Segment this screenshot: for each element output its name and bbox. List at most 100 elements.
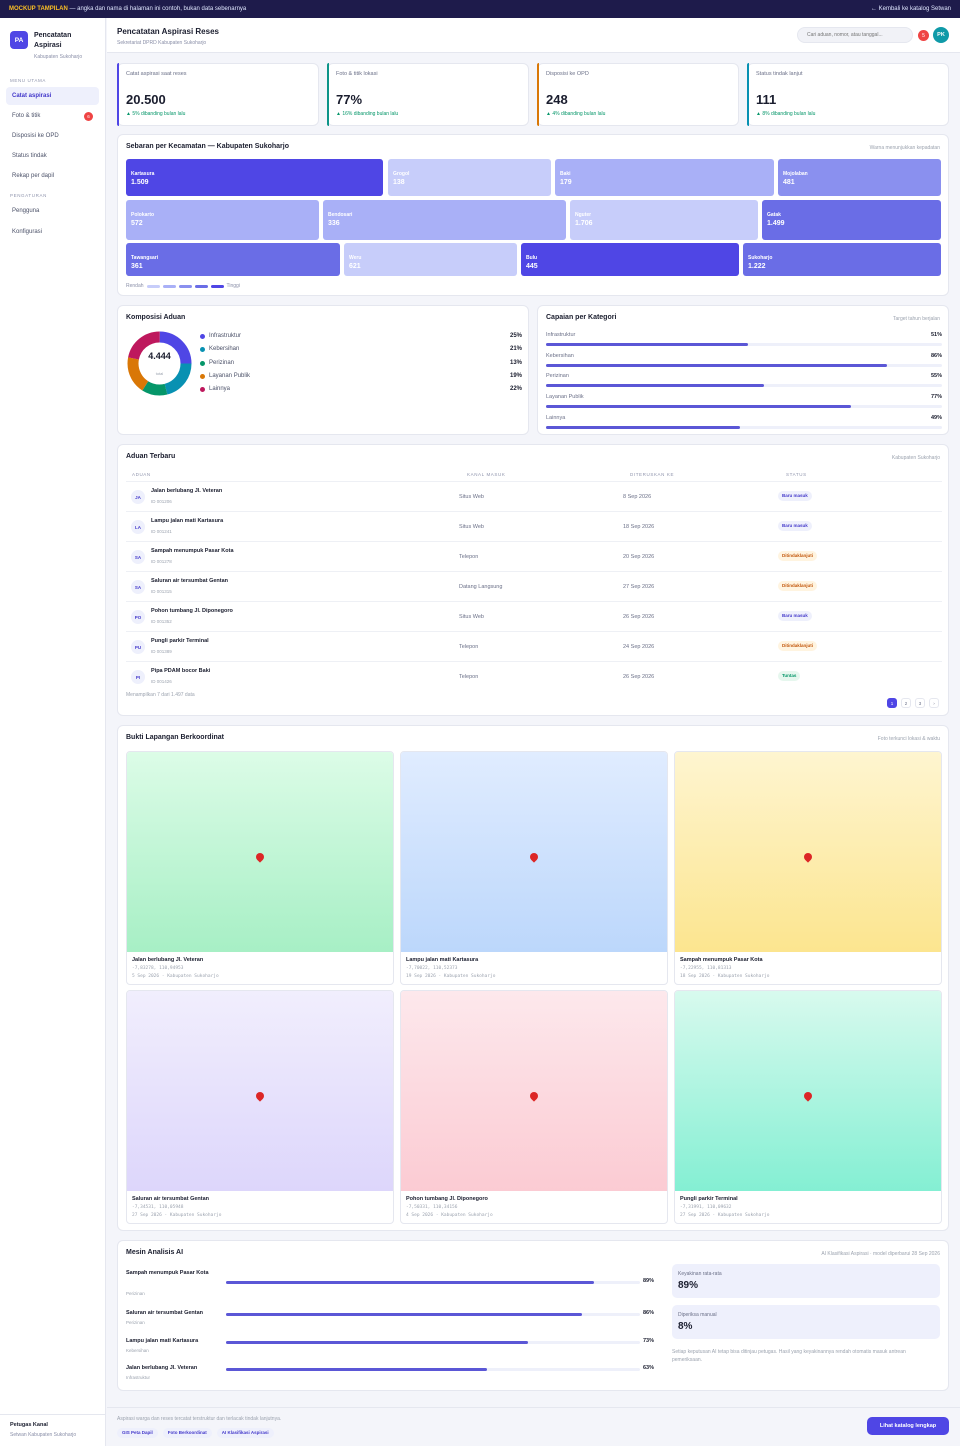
page-button[interactable]: 3: [915, 698, 925, 708]
tile-value: 621: [349, 263, 361, 270]
page-button[interactable]: 2: [901, 698, 911, 708]
tile-name: Nguter: [575, 212, 592, 218]
status-badge: Ditindaklanjuti: [778, 581, 818, 591]
avatar[interactable]: PK: [933, 27, 949, 43]
legend-label: Infrastruktur: [209, 333, 242, 339]
table-row[interactable]: PI Pipa PDAM bocor Baki ID 001426 Telepon 26…: [126, 661, 942, 691]
progress-pct: 55%: [930, 373, 942, 379]
table-row[interactable]: LA Lampu jalan mati Kartasura ID 001241 Sit…: [126, 511, 942, 541]
feature-chip[interactable]: AI Klasifikasi Aspirasi: [216, 1428, 274, 1438]
brand-subtitle: Kabupaten Sukoharjo: [34, 54, 83, 60]
notification-badge[interactable]: 5: [918, 30, 929, 41]
row-id: ID 001241: [151, 529, 172, 534]
ai-disclaimer: Setiap keputusan AI tetap bisa ditinjau …: [672, 1349, 906, 1363]
treemap-tile-nguter[interactable]: Nguter 1.706: [570, 200, 758, 240]
ai-item-title: Jalan berlubang Jl. Veteran: [126, 1365, 198, 1371]
donut-slice-lainnya: [127, 331, 192, 396]
ai-confidence-pct: 73%: [643, 1338, 655, 1344]
legend-label: Perizinan: [209, 360, 235, 366]
table-row[interactable]: PU Pungli parkir Terminal ID 001389 Telepon…: [126, 631, 942, 661]
stat-delta: ▲ 4% dibanding bulan lalu: [546, 111, 606, 117]
sidebar-item-disposisi[interactable]: Disposisi ke OPD: [6, 127, 99, 145]
row-channel: Telepon: [459, 644, 479, 650]
evidence-photo-card[interactable]: Sampah menumpuk Pasar Kota -7,22955, 110,…: [674, 751, 942, 985]
donut-total: 4.444: [148, 351, 171, 361]
row-title: Sampah menumpuk Pasar Kota: [151, 548, 234, 554]
evidence-photo-card[interactable]: Jalan berlubang Jl. Veteran -7,83278, 110…: [126, 751, 394, 985]
row-date: 26 Sep 2026: [623, 674, 655, 680]
evidence-photo-card[interactable]: Pungli parkir Terminal -7,31991, 110,0963…: [674, 990, 942, 1224]
row-title: Lampu jalan mati Kartasura: [151, 518, 224, 524]
feature-chip[interactable]: Foto Berkoordinat: [162, 1428, 212, 1438]
row-id: ID 001206: [151, 499, 172, 504]
progress-pct: 51%: [930, 332, 942, 338]
progress-item: Perizinan 55%: [546, 373, 942, 387]
treemap-tile-bendosari[interactable]: Bendosari 336: [323, 200, 566, 240]
treemap-tile-gatak[interactable]: Gatak 1.499: [762, 200, 941, 240]
row-channel: Situs Web: [459, 614, 484, 620]
stat-accent: [747, 63, 749, 126]
legend-pct: 13%: [509, 360, 522, 366]
table-row[interactable]: SA Sampah menumpuk Pasar Kota ID 001278 Tel…: [126, 541, 942, 571]
evidence-photo-card[interactable]: Saluran air tersumbat Gentan -7,34531, 11…: [126, 990, 394, 1224]
stat-accent: [537, 63, 539, 126]
photo-coordinates: -7,34531, 110,05948: [132, 1205, 184, 1210]
tile-name: Bendosari: [328, 212, 353, 218]
next-page-button[interactable]: ›: [929, 698, 939, 708]
tile-value: 138: [393, 179, 405, 186]
table-row[interactable]: JA Jalan berlubang Jl. Veteran ID 001206 Si…: [126, 481, 942, 511]
photo-caption: Pohon tumbang Jl. Diponegoro: [406, 1196, 488, 1202]
table-row[interactable]: PO Pohon tumbang Jl. Diponegoro ID 001352 S…: [126, 601, 942, 631]
treemap-tile-tawangsari[interactable]: Tawangsari 361: [126, 243, 340, 276]
status-badge: Ditindaklanjuti: [778, 551, 818, 561]
treemap-tile-bulu[interactable]: Bulu 445: [521, 243, 739, 276]
tile-value: 179: [560, 179, 572, 186]
evidence-photo-card[interactable]: Pohon tumbang Jl. Diponegoro -7,50331, 11…: [400, 990, 668, 1224]
legend-dot: [200, 360, 205, 366]
row-id: ID 001389: [151, 649, 172, 654]
treemap-tile-baki[interactable]: Baki 179: [555, 159, 774, 196]
treemap-tile-weru[interactable]: Weru 621: [344, 243, 517, 276]
treemap-tile-polokarto[interactable]: Polokarto 572: [126, 200, 319, 240]
feature-chips: GIS Peta Dapil Foto Berkoordinat AI Klas…: [117, 1428, 274, 1438]
treemap-tile-sukoharjo[interactable]: Sukoharjo 1.222: [743, 243, 941, 276]
sidebar-item-konfigurasi[interactable]: Konfigurasi: [6, 223, 99, 241]
donut-chart: 4.444 total: [126, 330, 193, 397]
tile-name: Weru: [349, 255, 362, 261]
row-channel: Telepon: [459, 554, 479, 560]
ai-confidence-track: [226, 1313, 640, 1316]
tile-value: 1.509: [131, 179, 149, 186]
donut-svg: [127, 331, 192, 396]
legend-dot: [200, 346, 205, 352]
sidebar-item-rekap-dapil[interactable]: Rekap per dapil: [6, 167, 99, 185]
treemap-tile-grogol[interactable]: Grogol 138: [388, 159, 551, 196]
sidebar-item-status-tindak[interactable]: Status tindak: [6, 147, 99, 165]
ai-item-category: Perizinan: [126, 1291, 145, 1296]
treemap-tile-mojolaban[interactable]: Mojolaban 481: [778, 159, 941, 196]
page-button[interactable]: 1: [887, 698, 897, 708]
column-header: ADUAN: [132, 472, 151, 477]
progress-track: [546, 384, 942, 387]
page-title: Pencatatan Aspirasi Reses: [117, 27, 219, 36]
view-catalog-button[interactable]: Lihat katalog lengkap: [867, 1417, 949, 1435]
sidebar-item-foto-titik[interactable]: Foto & titik 6: [6, 107, 99, 125]
progress-fill: [546, 364, 887, 367]
treemap-tile-kartasura[interactable]: Kartasura 1.509: [126, 159, 383, 196]
stat-value: 111: [756, 92, 777, 107]
progress-label: Infrastruktur: [546, 332, 576, 338]
evidence-photo-card[interactable]: Lampu jalan mati Kartasura -7,70022, 110,…: [400, 751, 668, 985]
sidebar-item-pengguna[interactable]: Pengguna: [6, 202, 99, 220]
legend-pct: 19%: [509, 373, 522, 379]
user-role: Setwan Kabupaten Sukoharjo: [10, 1432, 77, 1438]
stat-label: Status tindak lanjut: [756, 71, 803, 77]
back-to-catalog-link[interactable]: ← Kembali ke katalog Setwan: [870, 6, 951, 12]
tile-name: Tawangsari: [131, 255, 159, 261]
progress-track: [546, 364, 942, 367]
feature-chip[interactable]: GIS Peta Dapil: [117, 1428, 158, 1438]
photo-meta: 19 Sep 2026 · Kabupaten Sukoharjo: [406, 974, 496, 979]
photo-caption: Sampah menumpuk Pasar Kota: [680, 957, 763, 963]
search-input[interactable]: [797, 27, 913, 43]
table-row[interactable]: SA Saluran air tersumbat Gentan ID 001315 D…: [126, 571, 942, 601]
card-title: Sebaran per Kecamatan — Kabupaten Sukoha…: [126, 143, 289, 150]
sidebar-item-catat-aspirasi[interactable]: Catat aspirasi: [6, 87, 99, 105]
